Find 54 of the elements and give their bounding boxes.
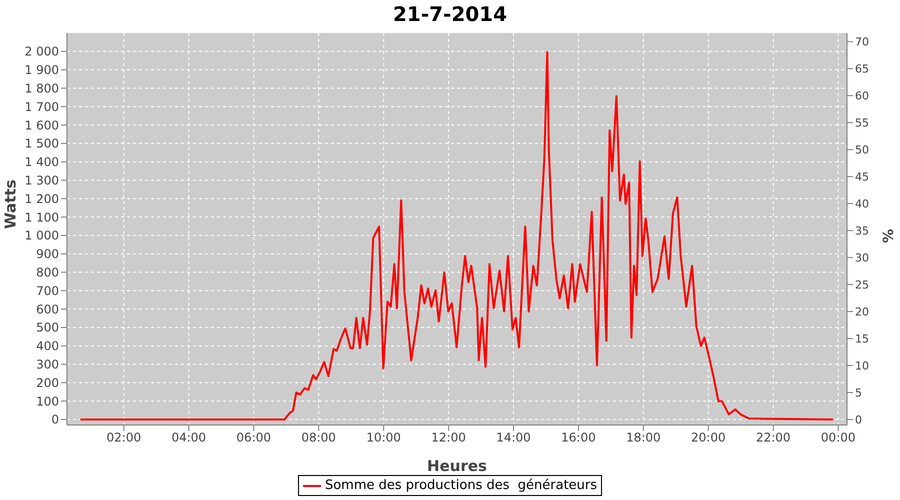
y-tick-label: 1 100 xyxy=(24,210,59,224)
y-tick-label: 700 xyxy=(36,284,59,298)
y-tick-label: 1 000 xyxy=(24,228,59,243)
y-tick-label: 1 200 xyxy=(24,192,59,206)
y2-tick-label: 45 xyxy=(855,170,869,184)
x-tick-label: 14:00 xyxy=(496,430,531,445)
y-tick-label: 600 xyxy=(36,302,59,316)
x-tick-label: 18:00 xyxy=(626,430,661,445)
y-tick-label: 500 xyxy=(36,320,59,335)
x-tick-label: 12:00 xyxy=(431,430,466,445)
y-tick-label: 300 xyxy=(36,358,59,372)
y-tick-label: 100 xyxy=(36,394,59,408)
y-tick-label: 1 400 xyxy=(24,155,59,170)
y2-tick-label: 35 xyxy=(855,224,869,238)
y2-tick-label: 20 xyxy=(855,305,869,318)
x-tick-label: 04:00 xyxy=(171,430,206,445)
y-tick-label: 200 xyxy=(36,376,59,390)
y-tick-label: 1 900 xyxy=(24,63,59,78)
x-tick-label: 00:00 xyxy=(820,430,856,445)
x-axis-title: Heures xyxy=(427,457,488,475)
y-tick-label: 1 500 xyxy=(24,136,59,151)
y2-tick-label: 60 xyxy=(855,90,869,103)
y2-tick-label: 70 xyxy=(855,36,869,49)
x-tick-label: 10:00 xyxy=(366,430,401,445)
y2-tick-label: 15 xyxy=(855,332,869,346)
x-tick-label: 16:00 xyxy=(561,430,596,445)
legend-label: Somme des productions des générateurs xyxy=(324,478,598,493)
y2-axis-title: % xyxy=(880,229,897,244)
y2-tick-label: 10 xyxy=(855,359,869,372)
y-tick-label: 400 xyxy=(36,339,59,354)
x-tick-label: 22:00 xyxy=(756,430,791,445)
y-tick-label: 900 xyxy=(36,247,59,262)
y2-tick-label: 30 xyxy=(855,251,869,264)
y-tick-label: 1 600 xyxy=(24,118,59,132)
chart-title: 21-7-2014 xyxy=(392,2,508,26)
y-tick-label: 1 800 xyxy=(24,81,59,96)
y2-tick-label: 55 xyxy=(855,116,869,130)
y2-tick-label: 5 xyxy=(855,386,862,400)
y-axis-title: Watts xyxy=(1,180,20,229)
line-series xyxy=(79,51,834,420)
y-tick-label: 800 xyxy=(36,266,59,280)
x-tick-label: 02:00 xyxy=(106,430,142,445)
y-tick-label: 0 xyxy=(51,412,59,427)
y2-tick-label: 65 xyxy=(855,62,869,76)
y-tick-label: 1 300 xyxy=(24,173,59,188)
y2-tick-label: 25 xyxy=(855,278,869,292)
y-tick-label: 1 700 xyxy=(24,100,59,114)
x-tick-label: 20:00 xyxy=(691,430,726,445)
y2-tick-label: 40 xyxy=(855,197,869,210)
y2-tick-label: 0 xyxy=(855,413,862,426)
y-tick-label: 2 000 xyxy=(24,44,59,59)
x-tick-label: 06:00 xyxy=(236,430,272,445)
x-tick-label: 08:00 xyxy=(301,430,336,445)
y2-tick-label: 50 xyxy=(855,144,869,156)
